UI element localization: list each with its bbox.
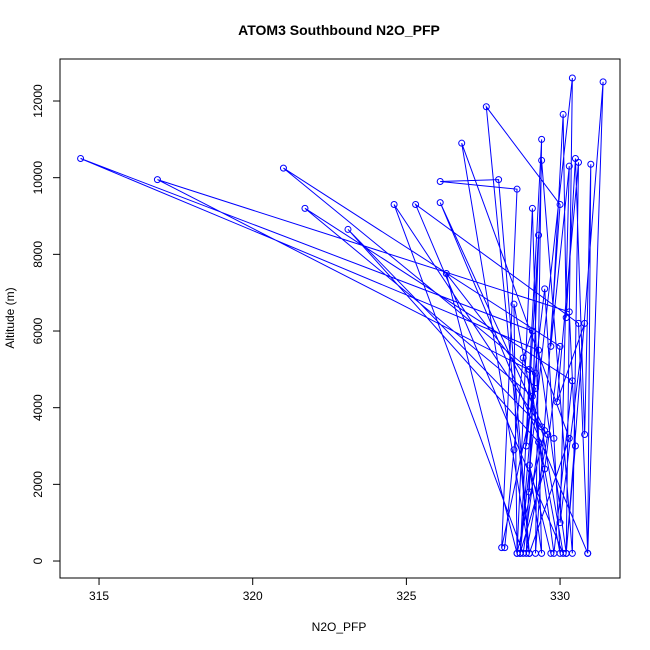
point xyxy=(538,156,546,164)
series-line xyxy=(80,77,604,554)
point xyxy=(565,308,573,316)
point xyxy=(541,285,549,293)
point xyxy=(565,162,573,170)
point xyxy=(482,103,490,111)
point xyxy=(531,369,539,377)
point xyxy=(568,377,576,385)
point xyxy=(436,199,444,207)
point xyxy=(528,204,536,212)
point xyxy=(522,442,530,450)
point xyxy=(535,346,543,354)
point xyxy=(571,442,579,450)
point xyxy=(541,465,549,473)
point xyxy=(547,549,555,557)
y-tick-label: 8000 xyxy=(31,241,45,268)
point xyxy=(535,438,543,446)
point xyxy=(531,385,539,393)
x-tick-label: 315 xyxy=(89,589,109,603)
point xyxy=(513,185,521,193)
point xyxy=(525,461,533,469)
point xyxy=(556,342,564,350)
point xyxy=(519,354,527,362)
point xyxy=(556,549,564,557)
point xyxy=(584,549,592,557)
y-tick-label: 12000 xyxy=(31,84,45,118)
point xyxy=(541,427,549,435)
point xyxy=(556,201,564,209)
point xyxy=(568,74,576,82)
point xyxy=(562,314,570,322)
point xyxy=(553,398,561,406)
point xyxy=(535,231,543,239)
y-axis-label: Altitude (m) xyxy=(3,287,17,348)
x-axis-label: N2O_PFP xyxy=(312,620,367,634)
point xyxy=(510,300,518,308)
point xyxy=(525,365,533,373)
plot-box xyxy=(59,58,621,579)
point xyxy=(77,155,85,163)
point xyxy=(538,135,546,143)
point xyxy=(458,139,466,147)
point xyxy=(565,434,573,442)
point xyxy=(599,78,607,86)
x-tick-label: 330 xyxy=(550,589,570,603)
y-tick-label: 6000 xyxy=(31,317,45,344)
point xyxy=(442,270,450,278)
point xyxy=(525,488,533,496)
y-tick-label: 2000 xyxy=(31,471,45,498)
x-tick-label: 320 xyxy=(243,589,263,603)
point xyxy=(501,544,509,552)
y-tick-label: 10000 xyxy=(31,161,45,195)
y-tick-label: 0 xyxy=(31,557,45,564)
y-tick-label: 4000 xyxy=(31,394,45,421)
point xyxy=(568,549,576,557)
point xyxy=(498,544,506,552)
point xyxy=(547,342,555,350)
point xyxy=(581,431,589,439)
point xyxy=(556,519,564,527)
point xyxy=(528,327,536,335)
chart-title: ATOM3 Southbound N2O_PFP xyxy=(238,22,440,38)
point xyxy=(538,549,546,557)
point xyxy=(587,160,595,168)
point xyxy=(153,176,161,184)
point xyxy=(301,204,309,212)
point xyxy=(513,549,521,557)
point xyxy=(495,176,503,184)
point xyxy=(344,225,352,233)
point xyxy=(581,319,589,327)
point xyxy=(559,110,567,118)
point xyxy=(550,434,558,442)
point xyxy=(559,549,567,557)
point xyxy=(575,158,583,166)
point xyxy=(436,178,444,186)
point xyxy=(279,164,287,172)
x-tick-label: 325 xyxy=(396,589,416,603)
point xyxy=(528,392,536,400)
point xyxy=(516,549,524,557)
point xyxy=(412,201,420,209)
point xyxy=(510,446,518,454)
point xyxy=(390,201,398,209)
